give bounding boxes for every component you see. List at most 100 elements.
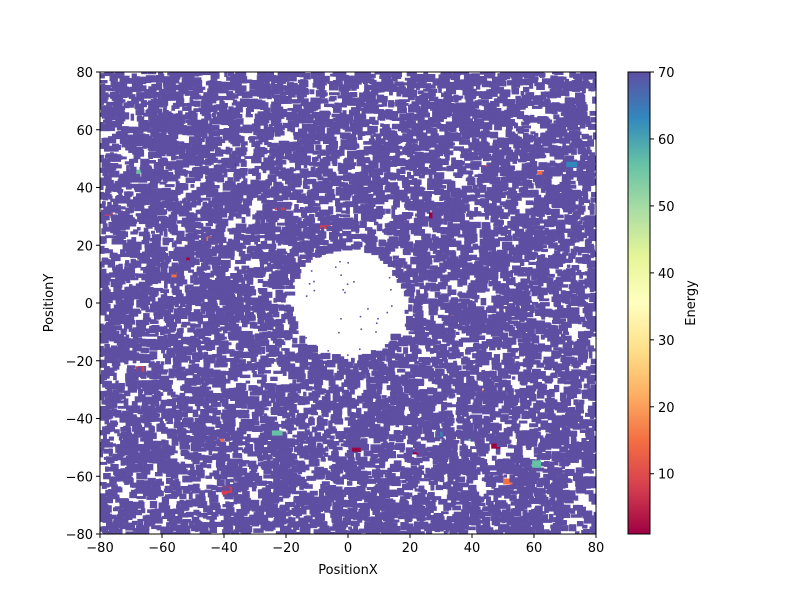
data-point (121, 450, 126, 456)
data-point (274, 250, 282, 256)
data-point (434, 365, 442, 369)
data-point (277, 237, 282, 246)
data-point (564, 500, 574, 504)
data-point (492, 423, 502, 431)
data-point (180, 501, 185, 509)
data-point (371, 370, 377, 376)
data-point (140, 166, 151, 173)
data-point (571, 265, 580, 271)
data-point (156, 486, 161, 492)
data-point (138, 215, 148, 220)
data-point (521, 121, 529, 126)
data-point (100, 325, 104, 328)
data-point (444, 261, 451, 270)
data-point (554, 368, 562, 374)
data-point (437, 383, 443, 389)
data-point (566, 430, 578, 437)
data-point (572, 250, 577, 256)
data-point (302, 498, 310, 506)
data-point (347, 150, 356, 159)
data-point (337, 95, 347, 99)
data-point (158, 326, 168, 332)
data-point (357, 439, 363, 443)
data-point (325, 412, 329, 418)
data-point (465, 238, 473, 244)
data-point (124, 266, 135, 270)
data-point (201, 233, 211, 241)
data-point (365, 373, 371, 379)
data-point (340, 210, 348, 214)
data-point (262, 435, 274, 440)
data-point (455, 476, 466, 483)
data-point (421, 92, 426, 97)
data-point (320, 352, 331, 360)
data-point (540, 334, 545, 340)
data-point (385, 493, 397, 497)
data-point (474, 440, 484, 446)
data-point (315, 354, 322, 359)
data-point (288, 479, 298, 488)
data-point (110, 479, 117, 483)
data-point (105, 404, 115, 410)
data-point (208, 220, 213, 226)
data-point (435, 119, 441, 125)
data-point (412, 479, 418, 488)
data-point (511, 87, 520, 95)
data-point (447, 289, 457, 295)
data-point (190, 275, 194, 284)
data-point (447, 201, 455, 208)
data-point (229, 228, 241, 235)
data-point (288, 371, 296, 380)
data-point (592, 424, 596, 432)
data-point (321, 481, 330, 486)
data-point (399, 137, 411, 142)
data-point (382, 124, 390, 130)
data-point (591, 175, 595, 179)
data-point (505, 419, 516, 425)
data-point (370, 180, 377, 185)
data-point (566, 343, 573, 348)
data-point (247, 98, 258, 103)
data-point (121, 457, 129, 463)
data-point (381, 190, 385, 195)
data-point (528, 439, 538, 447)
data-point (403, 188, 415, 194)
data-point (445, 154, 450, 161)
data-point (504, 361, 514, 370)
data-point (197, 317, 204, 324)
data-point (260, 115, 270, 124)
data-point (545, 450, 552, 459)
data-point (483, 173, 489, 182)
data-point (571, 126, 581, 131)
data-point (145, 328, 150, 335)
data-point (364, 516, 375, 522)
data-point (390, 78, 398, 82)
data-point (100, 413, 107, 417)
data-point (506, 107, 514, 111)
data-point (338, 510, 349, 517)
data-point (534, 236, 542, 245)
data-point (192, 272, 198, 278)
data-point (591, 462, 596, 469)
data-point (465, 349, 471, 355)
data-point (211, 319, 220, 328)
data-point (262, 211, 272, 217)
data-point (312, 83, 323, 88)
data-point (100, 102, 103, 110)
data-point (446, 494, 452, 501)
data-point (318, 388, 327, 394)
data-point (292, 337, 298, 344)
data-point (436, 370, 442, 376)
data-point (249, 92, 260, 97)
data-point (251, 123, 261, 132)
data-point (269, 167, 279, 175)
data-point (122, 126, 129, 131)
data-point (338, 368, 347, 374)
data-point (342, 289, 344, 291)
data-point (423, 191, 433, 198)
data-point (253, 148, 259, 156)
data-point (192, 431, 200, 436)
data-point (404, 77, 413, 81)
data-point (413, 469, 422, 478)
data-point (182, 85, 194, 91)
